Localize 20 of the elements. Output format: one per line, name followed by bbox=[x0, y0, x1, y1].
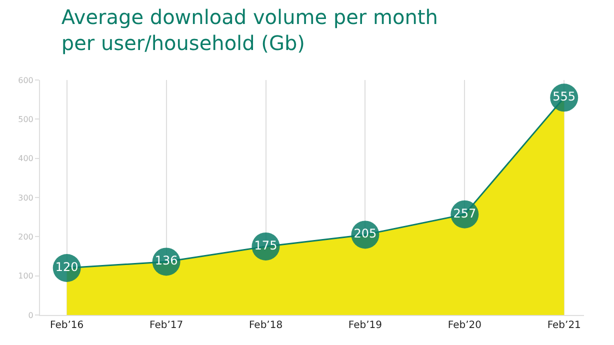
data-label: 257 bbox=[453, 206, 476, 220]
y-tick-label: 500 bbox=[18, 114, 34, 124]
y-tick-label: 600 bbox=[18, 76, 34, 85]
x-tick-label: Feb’20 bbox=[448, 320, 482, 331]
y-tick-label: 400 bbox=[18, 154, 34, 164]
x-tick-label: Feb’16 bbox=[50, 320, 84, 331]
data-label: 175 bbox=[254, 238, 278, 252]
data-label: 555 bbox=[552, 90, 576, 104]
y-tick-label: 200 bbox=[18, 232, 34, 242]
x-tick-label: Feb’19 bbox=[348, 320, 382, 331]
x-tick-label: Feb’18 bbox=[248, 320, 283, 331]
data-label: 205 bbox=[354, 226, 377, 241]
chart-title: Average download volume per month per user/household (Gb) bbox=[61, 5, 438, 56]
y-tick-label: 100 bbox=[18, 272, 34, 281]
y-tick-label: 300 bbox=[18, 193, 34, 202]
data-label: 120 bbox=[55, 260, 78, 274]
x-tick-label: Feb’21 bbox=[547, 320, 581, 331]
data-label: 136 bbox=[154, 254, 178, 268]
x-tick-label: Feb’17 bbox=[149, 320, 184, 331]
y-tick-label: 0 bbox=[28, 310, 34, 320]
